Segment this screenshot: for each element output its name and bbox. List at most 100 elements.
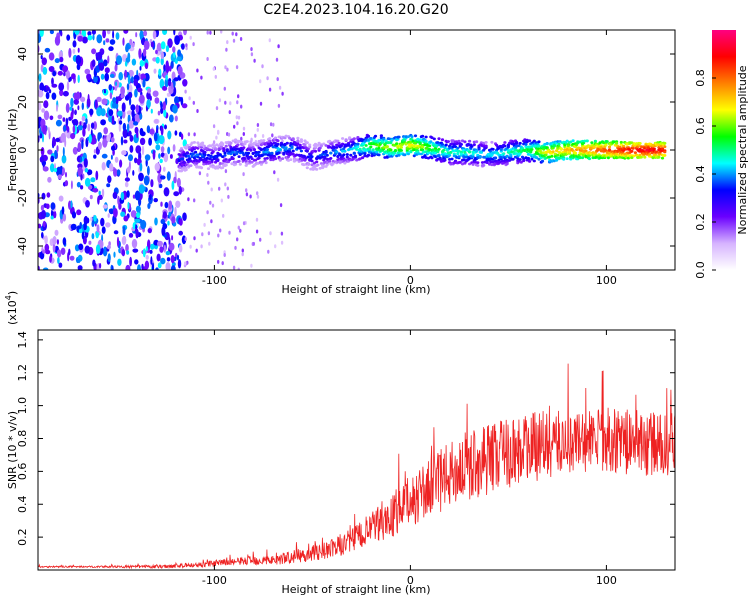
spectrogram-signal-cell: [623, 152, 627, 156]
spectrogram-noise-cell: [58, 82, 65, 91]
spectrogram-noise-cell: [113, 230, 119, 235]
spectrogram-noise-cell: [173, 86, 177, 96]
spectrogram-noise-cell: [274, 244, 277, 249]
spectrogram-signal-cell: [245, 162, 249, 166]
spectrogram-signal-cell: [459, 152, 463, 156]
y-tick-label: 0.8: [16, 430, 29, 448]
spectrogram-signal-cell: [627, 148, 632, 151]
spectrogram-noise-cell: [138, 184, 145, 194]
spectrogram-signal-cell: [403, 153, 407, 157]
spectrogram-signal-cell: [256, 142, 260, 146]
spectrogram-signal-cell: [592, 145, 596, 149]
spectrogram-noise-cell: [104, 72, 109, 82]
spectrogram-noise-cell: [137, 87, 143, 93]
spectrogram-noise-cell: [250, 52, 254, 57]
spectrogram-noise-cell: [281, 91, 284, 96]
spectrogram-noise-cell: [126, 123, 130, 133]
spectrogram-noise-cell: [59, 56, 64, 63]
spectrogram-signal-cell: [336, 139, 340, 143]
spectrogram-signal-cell: [397, 135, 401, 139]
x-tick-label: 100: [596, 574, 617, 587]
spectrogram-noise-cell: [188, 96, 191, 101]
spectrogram-signal-cell: [418, 141, 422, 145]
spectrogram-noise-cell: [189, 35, 192, 40]
spectrogram-noise-cell: [177, 49, 182, 57]
spectrogram-noise-cell: [160, 101, 163, 109]
spectrogram-signal-cell: [590, 141, 594, 145]
spectrogram-noise-cell: [231, 31, 234, 36]
spectrogram-noise-cell: [147, 203, 151, 209]
spectrogram-signal-cell: [250, 160, 254, 164]
spectrogram-signal-cell: [656, 141, 660, 144]
spectrogram-signal-cell: [306, 155, 311, 159]
spectrogram-noise-cell: [229, 101, 232, 106]
spectrogram-signal-cell: [322, 165, 326, 168]
spectrogram-signal-cell: [397, 153, 401, 157]
spectrogram-noise-cell: [154, 217, 158, 226]
spectrogram-signal-cell: [476, 161, 480, 165]
spectrogram-noise-cell: [139, 113, 143, 120]
spectrogram-noise-cell: [135, 205, 141, 213]
spectrogram-noise-cell: [58, 195, 64, 202]
spectrogram-signal-cell: [259, 163, 263, 166]
spectrogram-signal-cell: [419, 152, 423, 156]
spectrogram-noise-cell: [103, 89, 106, 94]
spectrogram-signal-cell: [322, 142, 326, 146]
spectrogram-signal-cell: [525, 140, 529, 144]
spectrogram-noise-cell: [112, 97, 117, 104]
spectrogram-signal-cell: [468, 139, 472, 143]
spectrogram-noise-cell: [220, 30, 223, 34]
spectrogram-noise-cell: [279, 203, 283, 208]
spectrogram-noise-cell: [192, 42, 195, 47]
spectrogram-noise-cell: [77, 124, 83, 131]
spectrogram-signal-cell: [289, 158, 293, 162]
spectrogram-signal-cell: [235, 147, 239, 151]
spectrogram-signal-cell: [412, 148, 416, 152]
spectrogram-signal-cell: [480, 161, 485, 164]
spectrogram-noise-cell: [160, 57, 164, 66]
spectrogram-noise-cell: [42, 66, 48, 75]
spectrogram-noise-cell: [91, 48, 97, 55]
spectrogram-signal-cell: [377, 153, 381, 157]
spectrogram-signal-cell: [537, 140, 541, 144]
spectrogram-signal-cell: [491, 147, 495, 151]
spectrogram-noise-cell: [138, 48, 142, 59]
spectrogram-signal-cell: [446, 140, 450, 143]
spectrogram-noise-cell: [81, 139, 84, 150]
spectrogram-signal-cell: [356, 145, 360, 149]
spectrogram-signal-cell: [449, 151, 453, 154]
spectrogram-signal-cell: [205, 156, 209, 160]
spectrogram-noise-cell: [41, 209, 46, 219]
spectrogram-signal-cell: [188, 145, 192, 149]
spectrogram-noise-cell: [209, 200, 212, 205]
spectrogram-signal-cell: [536, 152, 540, 156]
spectrogram-noise-cell: [108, 133, 112, 139]
spectrogram-noise-cell: [57, 70, 63, 76]
spectrogram-signal-cell: [557, 142, 561, 146]
spectrogram-noise-cell: [144, 62, 149, 70]
spectrogram-noise-cell: [135, 145, 142, 154]
spectrogram-noise-cell: [77, 105, 80, 111]
spectrogram-signal-cell: [258, 160, 262, 164]
spectrogram-signal-cell: [555, 158, 559, 162]
spectrogram-noise-cell: [147, 88, 152, 94]
spectrogram-noise-cell: [168, 200, 173, 210]
spectrogram-noise-cell: [56, 249, 62, 258]
spectrogram-noise-cell: [61, 154, 67, 164]
spectrogram-signal-cell: [388, 137, 392, 141]
spectrogram-signal-cell: [518, 158, 522, 161]
spectrogram-noise-cell: [73, 98, 80, 105]
spectrogram-noise-cell: [114, 64, 118, 72]
spectrogram-noise-cell: [233, 124, 236, 129]
spectrogram-noise-cell: [176, 254, 180, 261]
spectrogram-noise-cell: [105, 222, 111, 228]
spectrogram-noise-cell: [101, 226, 106, 234]
spectrogram-noise-cell: [49, 30, 54, 35]
spectrogram-noise-cell: [109, 163, 114, 172]
spectrogram-noise-cell: [62, 167, 65, 176]
spectrogram-signal-cell: [484, 141, 488, 144]
spectrogram-noise-cell: [180, 96, 184, 106]
spectrogram-noise-cell: [241, 248, 244, 253]
spectrogram-noise-cell: [125, 57, 131, 63]
spectrogram-noise-cell: [72, 40, 77, 48]
